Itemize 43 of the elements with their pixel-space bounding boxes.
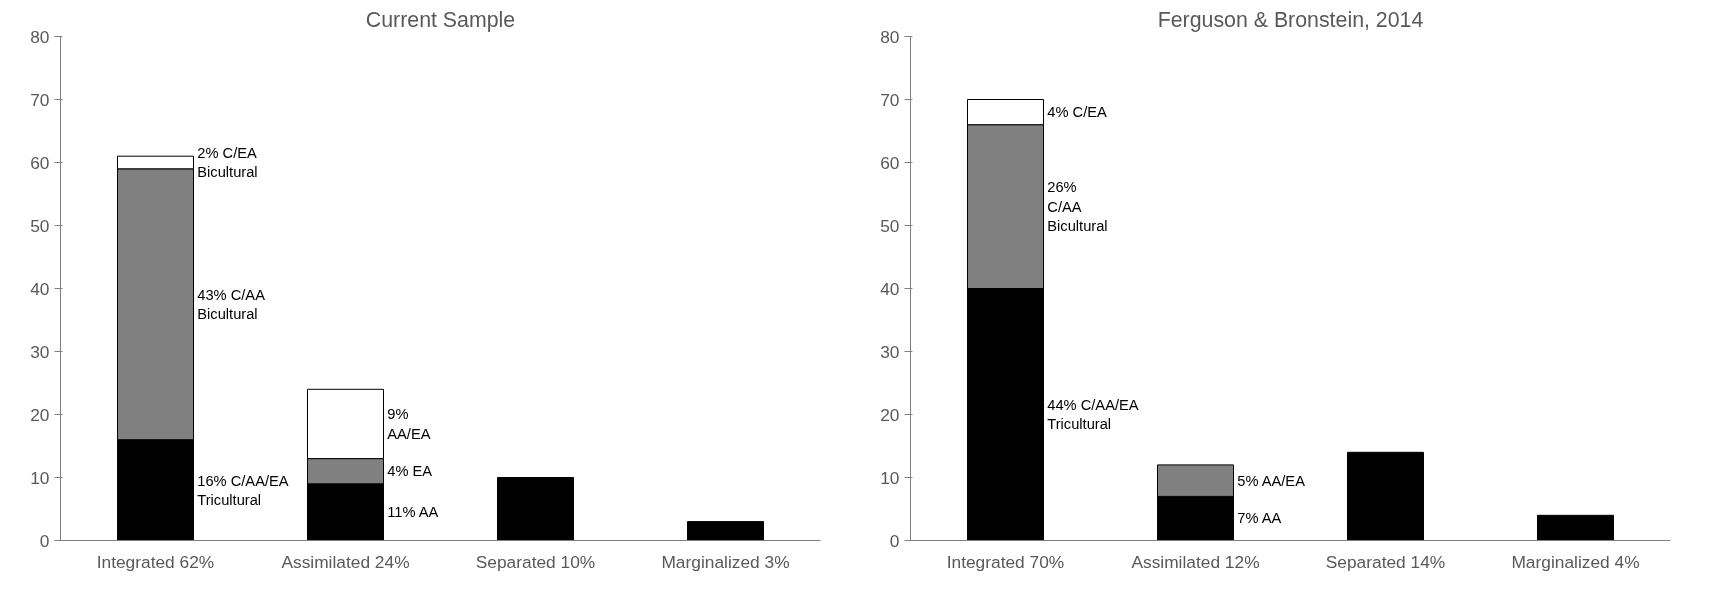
chart-title: Current Sample	[365, 7, 516, 32]
x-tick-label: Marginalized 4%	[1511, 551, 1640, 572]
x-tick-label: Assimilated 24%	[281, 551, 410, 572]
x-tick-label: Assimilated 12%	[1131, 551, 1260, 572]
annotation: 7% AA	[1237, 510, 1282, 527]
y-tick-label: 80	[30, 26, 50, 47]
y-tick-label: 70	[880, 89, 900, 110]
y-tick-label: 50	[880, 215, 900, 236]
annotation: 11% AA	[387, 504, 439, 521]
y-tick-label: 40	[30, 278, 50, 299]
y-tick-label: 0	[39, 530, 50, 551]
annotation: 44% C/AA/EA Tricultural	[1047, 396, 1139, 433]
x-tick-label: Separated 10%	[475, 551, 596, 572]
annotation: 4% EA	[387, 463, 433, 480]
y-tick-label: 10	[880, 467, 900, 488]
x-tick-label: Separated 14%	[1325, 551, 1446, 572]
annotation: 5% AA/EA	[1237, 472, 1306, 489]
y-tick-label: 0	[889, 530, 900, 551]
annotation: 16% C/AA/EA Tricultural	[197, 472, 289, 508]
y-tick-label: 80	[880, 26, 900, 47]
bar	[687, 521, 764, 541]
y-tick-label: 20	[30, 404, 50, 425]
annotation: 4% C/EA	[1047, 104, 1107, 121]
y-tick-label: 60	[30, 152, 50, 173]
annotation: 43% C/AA Bicultural	[197, 286, 266, 322]
x-tick-label: Integrated 70%	[946, 551, 1065, 572]
bar	[497, 477, 574, 541]
y-tick-label: 60	[880, 152, 900, 173]
y-tick-label: 40	[880, 278, 900, 299]
annotation: 2% C/EA Bicultural	[197, 144, 258, 181]
y-tick-label: 20	[880, 404, 900, 425]
annotation: 26% C/AA Bicultural	[1047, 179, 1108, 234]
bar	[1537, 514, 1614, 541]
y-tick-label: 10	[30, 467, 50, 488]
chart-title: Ferguson & Bronstein, 2014	[1157, 7, 1424, 32]
y-tick-label: 70	[30, 89, 50, 110]
x-tick-label: Marginalized 3%	[661, 551, 790, 572]
x-tick-label: Integrated 62%	[96, 551, 215, 572]
y-tick-label: 30	[30, 341, 50, 362]
y-tick-label: 30	[880, 341, 900, 362]
annotation: 9% AA/EA	[387, 406, 431, 442]
y-tick-label: 50	[30, 215, 50, 236]
bar	[1347, 451, 1424, 541]
